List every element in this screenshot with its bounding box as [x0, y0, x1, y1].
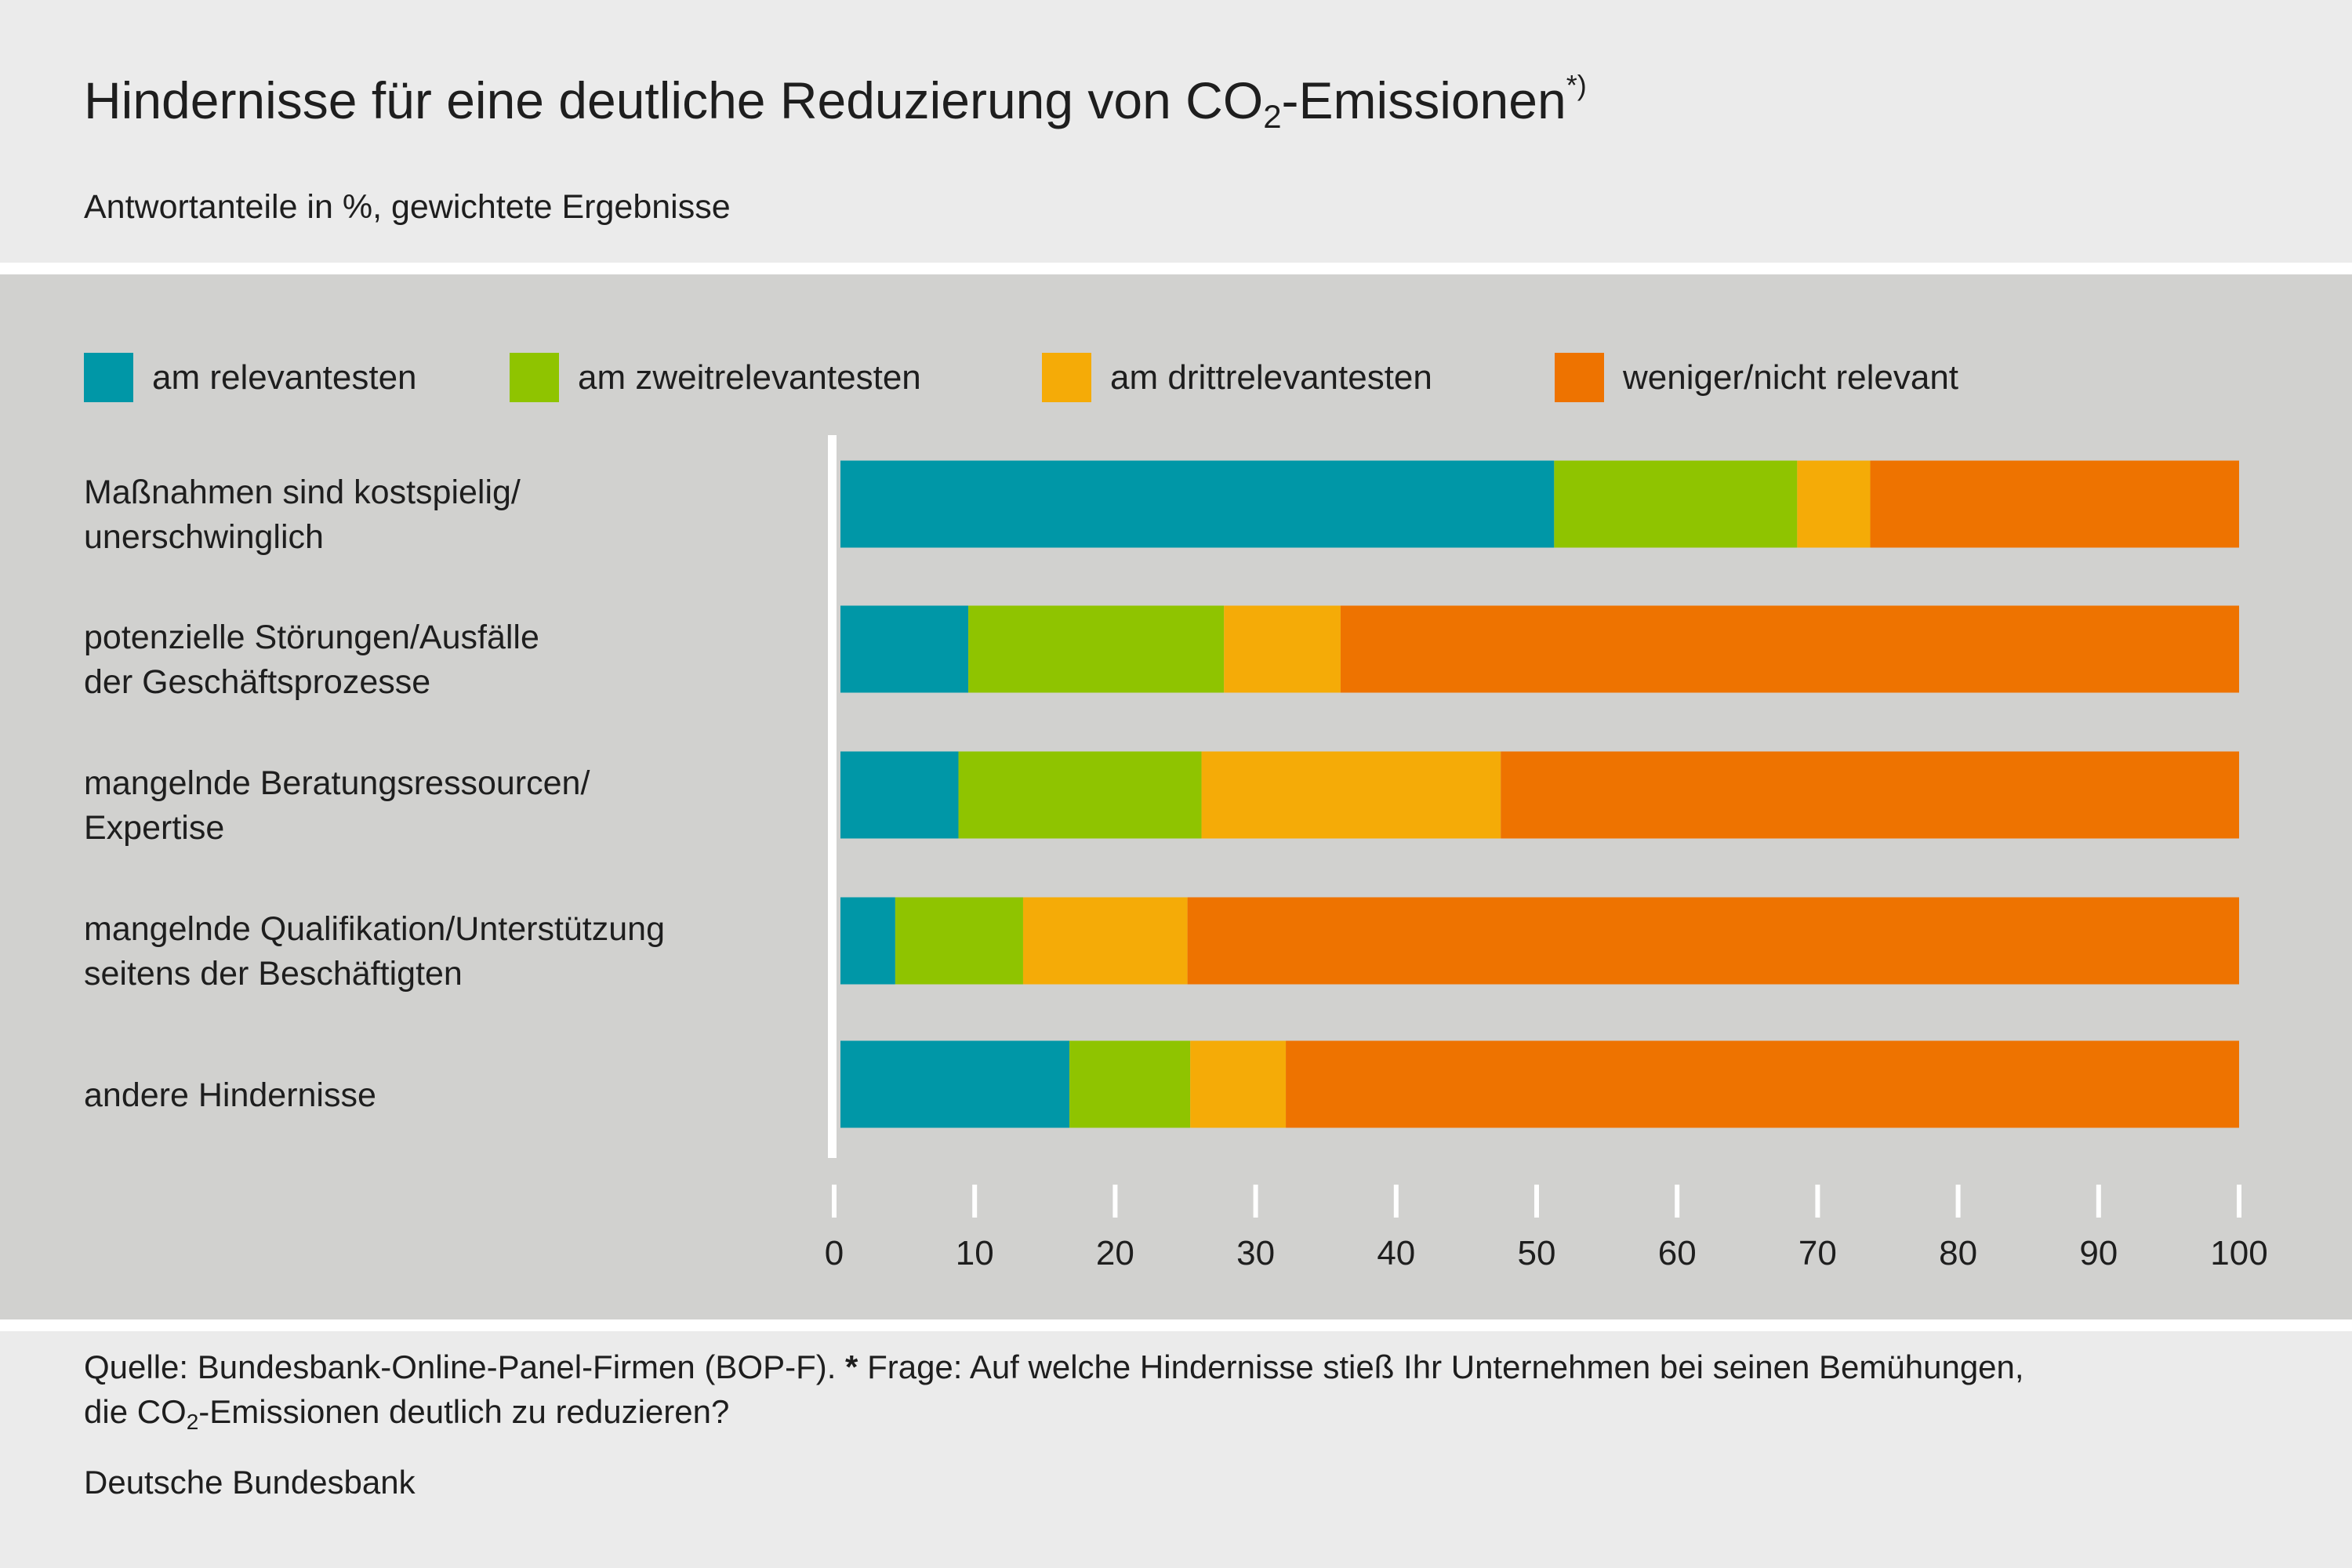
bar-segment — [1797, 460, 1871, 548]
footer-line-1: Quelle: Bundesbank-Online-Panel-Firmen (… — [84, 1345, 2318, 1389]
category-label: mangelnde Beratungsressourcen/Expertise — [84, 761, 829, 851]
bar-segment — [1022, 897, 1188, 985]
label-line: mangelnde Qualifikation/Unterstützung — [84, 910, 665, 948]
footer-star: * — [845, 1348, 858, 1385]
legend-label: am relevantesten — [152, 358, 417, 397]
x-tick-label: 80 — [1939, 1234, 1977, 1272]
bar-segment — [968, 605, 1225, 693]
title-subscript: 2 — [1263, 98, 1282, 135]
title-text-end: -Emissionen — [1281, 71, 1566, 129]
x-tick-mark — [1815, 1185, 1820, 1218]
x-tick-label: 40 — [1377, 1234, 1415, 1272]
legend-label: am zweitrelevantesten — [578, 358, 921, 397]
bar-segment — [1190, 1040, 1287, 1128]
x-tick-mark — [1955, 1185, 1961, 1218]
bar-segment — [1870, 460, 2239, 548]
bar-segment — [840, 751, 959, 839]
bar-segment — [840, 897, 895, 985]
title-text: Hindernisse für eine deutliche Reduzieru… — [84, 71, 1264, 129]
category-label: Maßnahmen sind kostspielig/unerschwingli… — [84, 470, 829, 560]
bar-segment — [840, 1040, 1070, 1128]
chart-title: Hindernisse für eine deutliche Reduzieru… — [84, 69, 1587, 136]
x-tick-mark — [1675, 1185, 1680, 1218]
x-tick-mark — [1112, 1185, 1118, 1218]
bar-segment — [895, 897, 1023, 985]
bar-segment — [840, 605, 969, 693]
bar-segment — [958, 751, 1202, 839]
legend-swatch — [510, 353, 559, 402]
legend-swatch — [84, 353, 133, 402]
label-line: unerschwinglich — [84, 518, 324, 556]
legend-swatch — [1042, 353, 1091, 402]
bar-segment — [840, 460, 1555, 548]
category-label: andere Hindernisse — [84, 1073, 829, 1118]
legend-item-4: weniger/nicht relevant — [1555, 353, 1958, 402]
legend-label: weniger/nicht relevant — [1623, 358, 1959, 397]
x-tick-label: 50 — [1518, 1234, 1556, 1272]
x-tick-mark — [832, 1185, 837, 1218]
x-tick-label: 100 — [2210, 1234, 2267, 1272]
x-tick-label: 70 — [1798, 1234, 1837, 1272]
label-line: mangelnde Beratungsressourcen/ — [84, 764, 590, 802]
category-label: potenzielle Störungen/Ausfälle der Geschä… — [84, 615, 829, 705]
x-tick-label: 30 — [1236, 1234, 1275, 1272]
legend-item-2: am zweitrelevantesten — [510, 353, 921, 402]
title-footnote-mark: *) — [1566, 69, 1587, 101]
x-tick-label: 20 — [1096, 1234, 1134, 1272]
label-line: andere Hindernisse — [84, 1076, 376, 1114]
label-line: seitens der Beschäftigten — [84, 955, 463, 993]
label-line: Maßnahmen sind kostspielig/ — [84, 474, 521, 511]
label-line: potenzielle Störungen/Ausfälle — [84, 619, 539, 656]
footer-text: Quelle: Bundesbank-Online-Panel-Firmen (… — [84, 1348, 846, 1385]
bar-segment — [1224, 605, 1341, 693]
chart-subtitle: Antwortanteile in %, gewichtete Ergebnis… — [84, 188, 731, 226]
footer: Quelle: Bundesbank-Online-Panel-Firmen (… — [84, 1345, 2318, 1504]
footer-text: Frage: Auf welche Hindernisse stieß Ihr … — [858, 1348, 2024, 1385]
bar-segment — [1069, 1040, 1191, 1128]
source-credit: Deutsche Bundesbank — [84, 1464, 416, 1501]
x-tick-mark — [1534, 1185, 1539, 1218]
bar-segment — [1340, 605, 2239, 693]
footer-subscript: 2 — [186, 1410, 199, 1434]
bar-segment — [1554, 460, 1798, 548]
label-line: Expertise — [84, 809, 225, 847]
label-line: der Geschäftsprozesse — [84, 663, 431, 701]
x-tick-mark — [2096, 1185, 2101, 1218]
legend-label: am drittrelevantesten — [1110, 358, 1432, 397]
x-tick-label: 0 — [825, 1234, 844, 1272]
x-tick-mark — [2237, 1185, 2241, 1218]
category-label: mangelnde Qualifikation/Unterstützung sei… — [84, 907, 829, 996]
bar-segment — [1201, 751, 1501, 839]
y-axis-line — [828, 435, 837, 1158]
x-tick-label: 90 — [2079, 1234, 2118, 1272]
bar-segment — [1286, 1040, 2239, 1128]
bar-segment — [1501, 751, 2239, 839]
bar-segment — [1187, 897, 2239, 985]
x-tick-mark — [1253, 1185, 1258, 1218]
legend-item-1: am relevantesten — [84, 353, 417, 402]
x-tick-label: 60 — [1658, 1234, 1697, 1272]
legend-swatch — [1555, 353, 1604, 402]
footer-text: -Emissionen deutlich zu reduzieren? — [198, 1393, 730, 1430]
x-tick-label: 10 — [956, 1234, 994, 1272]
x-tick-mark — [1393, 1185, 1399, 1218]
footer-line-2: die CO2-Emissionen deutlich zu reduziere… — [84, 1389, 2318, 1444]
footer-text: die CO — [84, 1393, 187, 1430]
x-tick-mark — [972, 1185, 978, 1218]
legend-item-3: am drittrelevantesten — [1042, 353, 1432, 402]
